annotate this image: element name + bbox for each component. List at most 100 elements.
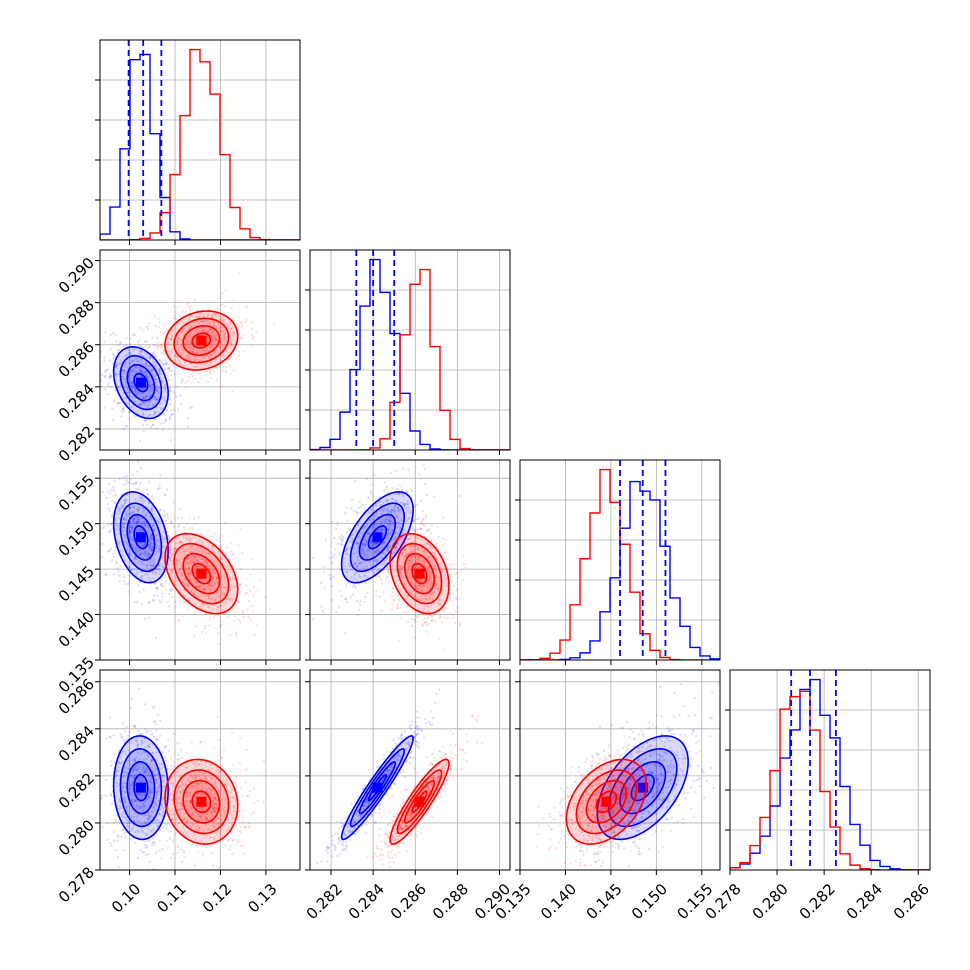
contour-level-0-series-0: [112, 735, 169, 841]
y-tick-label-p1: 0.282: [55, 422, 98, 465]
contour-level-2-series-0: [358, 513, 397, 561]
y-tick-label-p3: 0.284: [55, 722, 98, 765]
contour-level-0-series-1: [164, 532, 239, 615]
contour-level-1-series-0: [349, 748, 406, 828]
panel-background: [310, 670, 510, 870]
scatter-points-series-1: [360, 483, 467, 651]
x-tick-label-p0: 0.11: [153, 880, 189, 916]
x-tick-label-p0: 0.12: [199, 880, 235, 916]
y-tick-label-p1: 0.286: [55, 338, 98, 381]
contour-level-2-series-1: [182, 552, 221, 595]
y-tick-label-p3: 0.280: [55, 816, 98, 859]
panel-p1-p3: 0.282 0.284 0.286 0.288 0.290: [303, 669, 514, 923]
contour-level-2-series-1: [182, 779, 221, 824]
x-tick-label-p1: 0.282: [303, 880, 346, 923]
contour-level-3-series-0: [367, 525, 388, 550]
grid-lines: [310, 670, 510, 870]
density-peak-series-1: [414, 568, 425, 579]
contour-level-1-series-0: [119, 354, 163, 411]
contour-level-0-series-1: [164, 310, 239, 371]
contour-level-3-series-1: [411, 790, 428, 814]
contour-level-3-series-1: [191, 332, 212, 349]
x-tick-label-p2: 0.150: [628, 880, 671, 923]
panel-frame: [99, 669, 301, 871]
panel-p3-p3: 0.278 0.280 0.282 0.284 0.286: [702, 669, 933, 923]
contour-level-0-series-0: [596, 735, 689, 841]
panel-p1-p2: [305, 459, 511, 665]
density-peak-series-0: [135, 532, 146, 543]
density-peak-series-0: [135, 377, 146, 388]
contour-level-0-series-1: [389, 758, 450, 845]
x-tick-label-p1: 0.284: [345, 880, 388, 923]
panel-background: [100, 40, 300, 240]
x-tick-label-p1: 0.288: [429, 880, 472, 923]
contour-level-3-series-1: [191, 790, 212, 814]
y-tick-label-p2: 0.150: [55, 517, 98, 560]
y-tick-label-p3: 0.278: [55, 863, 98, 906]
x-tick-label-p2: 0.145: [583, 880, 626, 923]
panel-frame: [99, 39, 301, 241]
x-tick-label-p3: 0.280: [749, 880, 792, 923]
x-tick-label-p0: 0.10: [108, 880, 144, 916]
panel-frame: [309, 249, 511, 451]
panel-p2-p3: 0.135 0.140 0.145 0.150 0.155: [492, 669, 721, 923]
contour-level-1-series-1: [396, 542, 443, 605]
panel-frame: [519, 669, 721, 871]
contour-level-1-series-1: [173, 769, 230, 835]
contour-level-3-series-1: [191, 562, 212, 585]
contour-level-1-series-1: [396, 769, 443, 835]
histogram-p0-series-0: [100, 53, 300, 240]
contour-level-0-series-1: [565, 758, 648, 845]
panel-background: [100, 460, 300, 660]
contour-level-2-series-1: [403, 552, 436, 595]
density-peak-series-0: [637, 782, 648, 793]
contour-level-3-series-1: [411, 562, 428, 585]
x-tick-label-p3: 0.286: [890, 880, 933, 923]
panel-frame: [99, 459, 301, 661]
contour-level-0-series-0: [112, 491, 169, 584]
contour-level-0-series-0: [340, 491, 414, 584]
density-peak-series-1: [601, 796, 612, 807]
density-peak-series-1: [196, 796, 207, 807]
panel-p2-p2: [515, 459, 721, 665]
contour-level-1-series-0: [119, 748, 163, 828]
contour-level-1-series-0: [349, 502, 406, 573]
density-peak-series-1: [196, 568, 207, 579]
panel-background: [100, 250, 300, 450]
density-peak-series-1: [196, 335, 207, 346]
panel-frame: [309, 459, 511, 661]
contour-level-2-series-0: [619, 760, 667, 815]
panel-p1-p1: [305, 249, 511, 455]
grid-lines: [730, 670, 930, 870]
y-tick-label-p1: 0.290: [55, 254, 98, 297]
y-tick-label-p2: 0.155: [55, 471, 98, 514]
contour-level-1-series-1: [575, 769, 638, 835]
x-tick-label-p1: 0.286: [387, 880, 430, 923]
x-tick-label-p0: 0.13: [244, 880, 280, 916]
contour-level-2-series-1: [403, 779, 436, 824]
panel-frame: [99, 249, 301, 451]
scatter-points-series-1: [126, 501, 291, 646]
y-tick-label-p2: 0.140: [55, 608, 98, 651]
contour-level-0-series-1: [389, 532, 450, 615]
contour-level-3-series-1: [595, 790, 618, 814]
density-peak-series-0: [372, 782, 383, 793]
density-peak-series-0: [135, 782, 146, 793]
panel-frame: [729, 669, 931, 871]
panel-frame: [309, 669, 511, 871]
x-tick-label-p2: 0.140: [537, 880, 580, 923]
contour-level-3-series-0: [133, 525, 149, 550]
panel-frame: [519, 459, 721, 661]
contour-level-2-series-1: [182, 324, 221, 357]
density-peak-series-1: [414, 796, 425, 807]
contour-level-1-series-0: [119, 502, 163, 573]
contour-level-2-series-1: [585, 779, 628, 824]
panel-background: [310, 460, 510, 660]
y-tick-label-p1: 0.288: [55, 296, 98, 339]
density-peak-series-0: [372, 532, 383, 543]
contour-level-1-series-1: [173, 542, 230, 605]
contour-level-0-series-1: [164, 758, 239, 845]
